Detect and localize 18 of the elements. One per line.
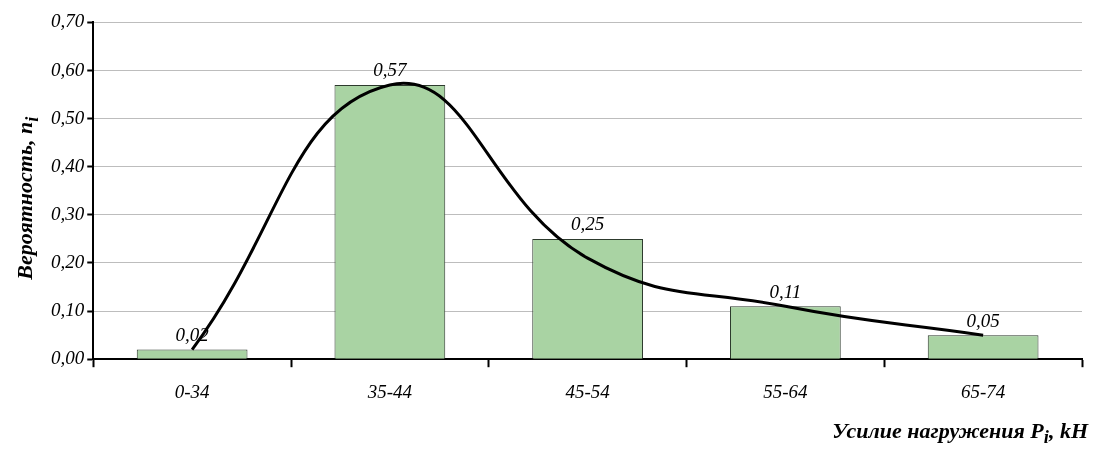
y-tick-label: 0,10 (51, 299, 85, 321)
y-tick-label: 0,60 (51, 58, 85, 80)
y-tick-label: 0,40 (51, 154, 85, 176)
x-tick-label: 45-54 (565, 380, 611, 402)
x-axis-title: Усилие нагружения P$_{i}$, kH (832, 418, 1088, 449)
x-tick-label: 35-44 (366, 380, 413, 402)
x-tick-label: 55-64 (763, 380, 809, 402)
data-label: 0,25 (571, 213, 605, 235)
data-label: 0,57 (373, 59, 408, 81)
data-label: 0,05 (966, 309, 1000, 331)
y-tick-label: 0,70 (51, 10, 85, 32)
data-label: 0,11 (769, 280, 802, 302)
y-tick-label: 0,00 (51, 347, 85, 369)
y-tick-label: 0,20 (51, 250, 85, 272)
y-tick-label: 0,30 (51, 202, 85, 224)
x-tick-label: 65-74 (960, 380, 1006, 402)
x-tick-label: 0-34 (174, 380, 211, 402)
y-tick-label: 0,50 (51, 106, 85, 128)
